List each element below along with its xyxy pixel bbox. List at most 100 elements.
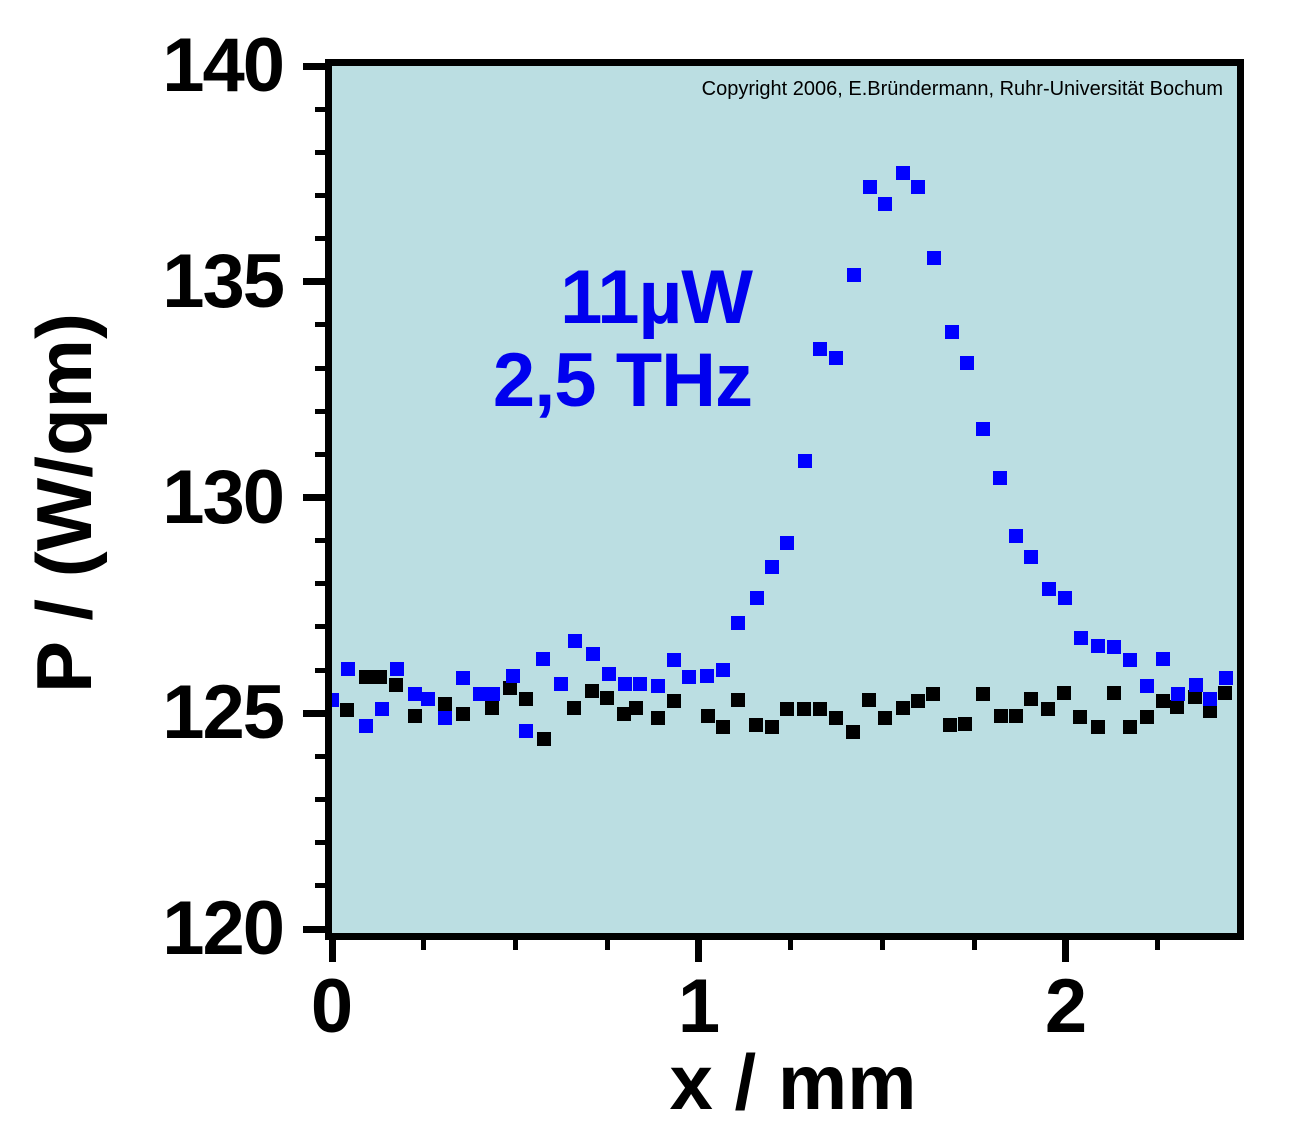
- y-tick-label: 140: [162, 23, 285, 108]
- data-point: [1008, 528, 1023, 543]
- data-point: [845, 725, 860, 740]
- data-point: [765, 719, 780, 734]
- x-major-tick: [1062, 938, 1070, 962]
- data-point: [332, 693, 339, 708]
- data-point: [1041, 581, 1056, 596]
- y-major-tick: [303, 494, 328, 501]
- data-point: [1106, 685, 1121, 700]
- x-minor-tick: [1155, 938, 1161, 950]
- data-point: [780, 701, 795, 716]
- y-tick-label: 125: [162, 670, 285, 756]
- y-minor-tick: [315, 365, 328, 371]
- data-point: [1155, 694, 1170, 709]
- data-point: [632, 677, 647, 692]
- x-major-tick: [328, 938, 336, 962]
- y-minor-tick: [315, 883, 328, 889]
- data-point: [602, 666, 617, 681]
- data-point: [407, 709, 422, 724]
- data-point: [341, 662, 356, 677]
- data-point: [1090, 719, 1105, 734]
- data-point: [502, 681, 517, 696]
- y-minor-tick: [315, 192, 328, 198]
- y-major-tick: [303, 62, 328, 70]
- data-point: [896, 700, 911, 715]
- y-minor-tick: [315, 667, 328, 673]
- data-point: [567, 634, 582, 649]
- y-minor-tick: [315, 149, 328, 155]
- data-point: [456, 706, 471, 721]
- data-point: [359, 669, 374, 684]
- data-point: [1169, 700, 1184, 715]
- data-point: [585, 647, 600, 662]
- data-point: [700, 709, 715, 724]
- data-point: [373, 669, 388, 684]
- data-point: [748, 718, 763, 733]
- y-tick-label: 120: [162, 886, 285, 971]
- data-point: [1202, 691, 1217, 706]
- data-point: [846, 268, 861, 283]
- data-point: [1187, 690, 1202, 705]
- y-minor-tick: [315, 408, 328, 414]
- data-point: [1122, 653, 1137, 668]
- data-point: [472, 687, 487, 702]
- data-point: [925, 687, 940, 702]
- annotation-power: 11µW: [560, 255, 753, 340]
- data-point: [911, 694, 926, 709]
- data-point: [536, 652, 551, 667]
- data-point: [359, 719, 374, 734]
- data-point: [388, 678, 403, 693]
- data-point: [438, 697, 453, 712]
- data-point: [1073, 631, 1088, 646]
- x-minor-tick: [512, 938, 518, 950]
- y-minor-tick: [315, 106, 328, 112]
- data-point: [975, 422, 990, 437]
- data-point: [813, 701, 828, 716]
- data-point: [554, 677, 568, 692]
- data-point: [780, 536, 795, 551]
- data-point: [878, 196, 893, 211]
- data-point: [617, 677, 632, 692]
- data-point: [650, 710, 665, 725]
- plot-inner: Copyright 2006, E.Bründermann, Ruhr-Univ…: [332, 66, 1237, 933]
- x-minor-tick: [421, 938, 427, 950]
- data-point: [813, 341, 828, 356]
- data-point: [749, 590, 764, 605]
- y-major-tick: [303, 925, 328, 933]
- data-point: [926, 250, 941, 265]
- data-point: [765, 559, 780, 574]
- data-point: [861, 693, 876, 708]
- data-point: [730, 615, 745, 630]
- copyright-notice: Copyright 2006, E.Bründermann, Ruhr-Univ…: [701, 78, 1223, 100]
- y-tick-label: 135: [162, 238, 285, 324]
- y-minor-tick: [315, 840, 328, 846]
- data-point: [505, 669, 520, 684]
- data-point: [628, 700, 643, 715]
- data-point: [1155, 651, 1170, 666]
- data-point: [1170, 687, 1185, 702]
- data-point: [1040, 701, 1055, 716]
- data-point: [975, 687, 990, 702]
- y-minor-tick: [315, 451, 328, 457]
- y-minor-tick: [315, 538, 328, 544]
- data-point: [1106, 640, 1121, 655]
- data-point: [798, 454, 813, 469]
- data-point: [1057, 590, 1072, 605]
- annotation-frequency: 2,5 THz: [492, 338, 753, 423]
- data-point: [1139, 678, 1154, 693]
- data-point: [992, 470, 1007, 485]
- data-point: [438, 710, 453, 725]
- x-major-tick: [695, 938, 703, 962]
- data-point: [1023, 549, 1038, 564]
- data-point: [1188, 678, 1203, 693]
- data-point: [863, 180, 877, 195]
- data-point: [1056, 685, 1071, 700]
- data-point: [715, 662, 730, 677]
- y-minor-tick: [315, 236, 328, 242]
- x-tick-label: 2: [1044, 964, 1088, 1049]
- x-minor-tick: [879, 938, 885, 950]
- data-point: [1218, 671, 1233, 686]
- data-point: [485, 700, 499, 715]
- x-tick-label: 0: [310, 964, 354, 1049]
- data-point: [1139, 710, 1154, 725]
- data-point: [667, 653, 682, 668]
